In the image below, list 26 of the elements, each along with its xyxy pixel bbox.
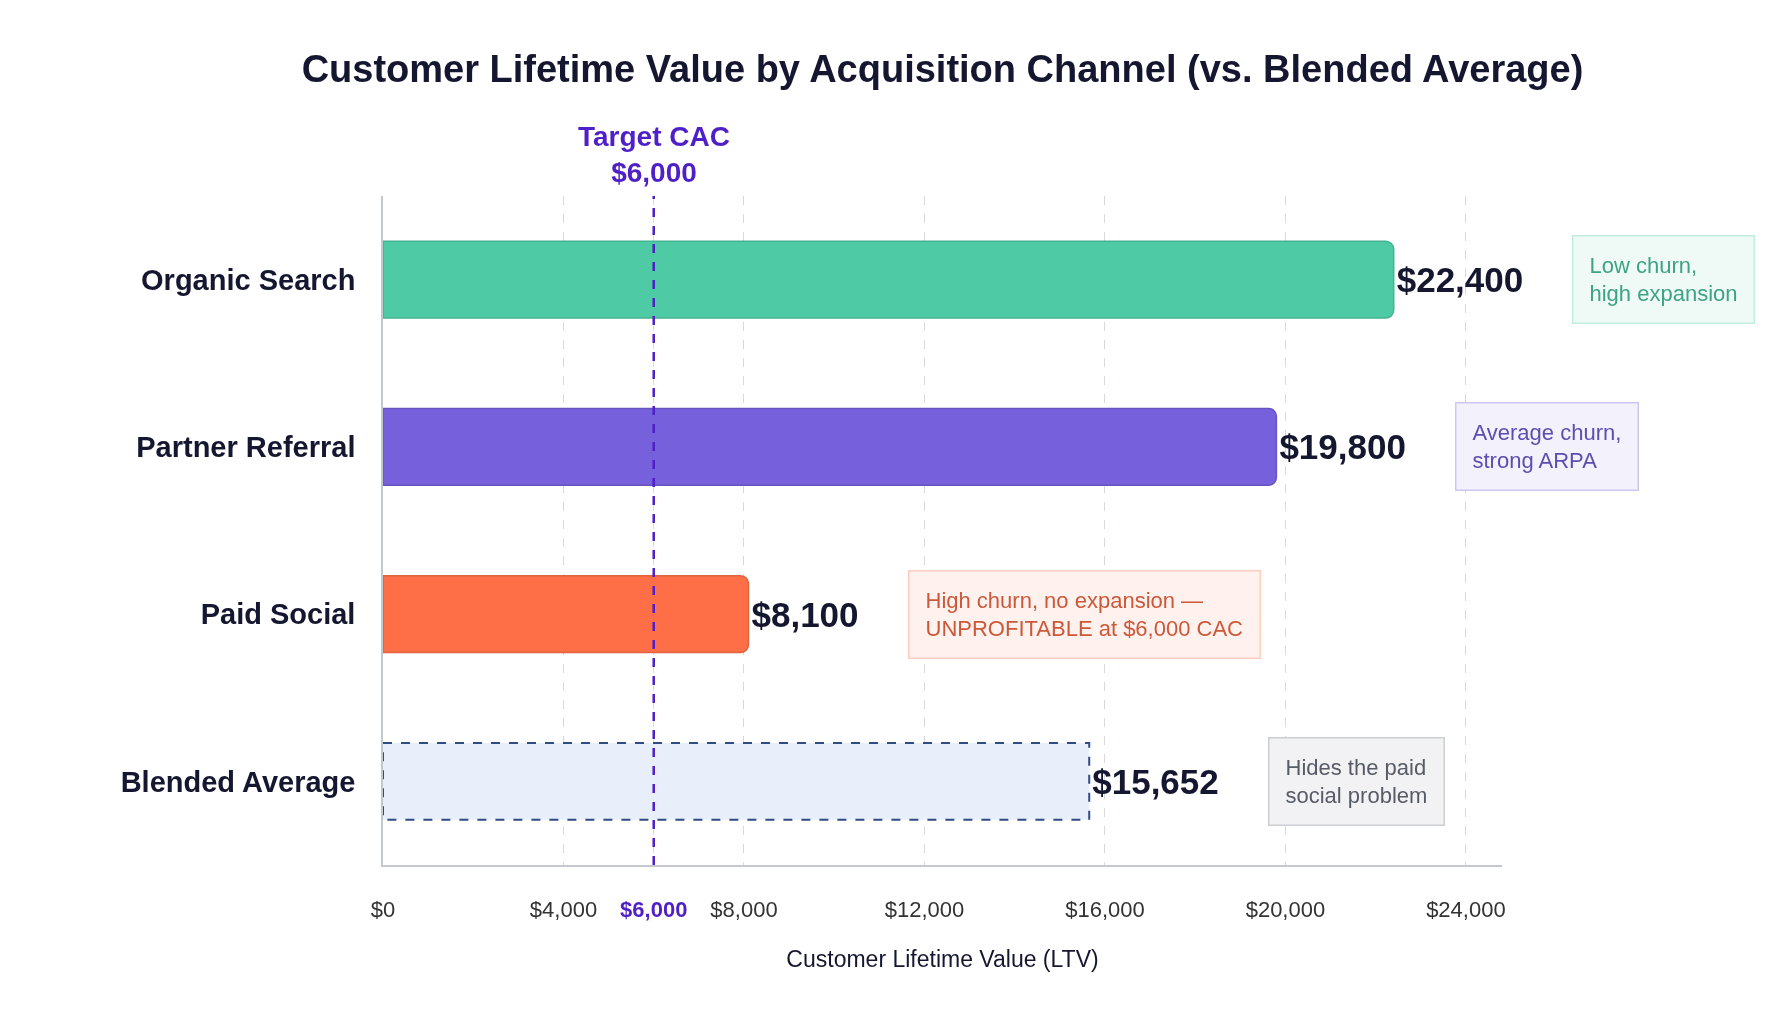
annotation: Average churn, strong ARPA	[1472, 419, 1622, 474]
y-tick-label: Organic Search	[141, 263, 356, 296]
data-label: $19,800	[1279, 427, 1406, 467]
data-label: $8,100	[751, 594, 859, 634]
data-label: $22,400	[1396, 260, 1524, 300]
x-tick-label: $0	[370, 897, 396, 923]
x-tick-label: $8,000	[710, 897, 778, 923]
text: Low churn, high expansion	[1589, 252, 1738, 307]
annotation: High churn, no expansion — UNPROFITABLE at $6,000 CAC	[925, 587, 1244, 642]
annotation: Hides the paid social problem	[1285, 754, 1428, 809]
bar	[383, 574, 750, 654]
y-tick-label: Paid Social	[200, 598, 356, 631]
data-label: $15,652	[1092, 761, 1219, 801]
x-tick-label: $20,000	[1245, 897, 1326, 923]
x-tick-label: $16,000	[1065, 897, 1145, 923]
bar	[383, 240, 1395, 319]
x-tick-label: $12,000	[884, 897, 965, 923]
bar	[383, 407, 1278, 487]
y-tick-label: Blended Average	[120, 765, 356, 798]
x-tick-label: $4,000	[529, 897, 598, 923]
ref-line-label: Target CAC $6,000	[578, 121, 730, 189]
chart-title: Customer Lifetime Value by Acquisition Channel (vs. Blended Average)	[301, 48, 1584, 91]
x-tick-label: $6,000	[620, 897, 688, 923]
x-tick-label: $24,000	[1426, 897, 1506, 923]
x-axis-title: Customer Lifetime Value (LTV)	[786, 946, 1099, 973]
y-tick-label: Partner Referral	[136, 431, 356, 464]
